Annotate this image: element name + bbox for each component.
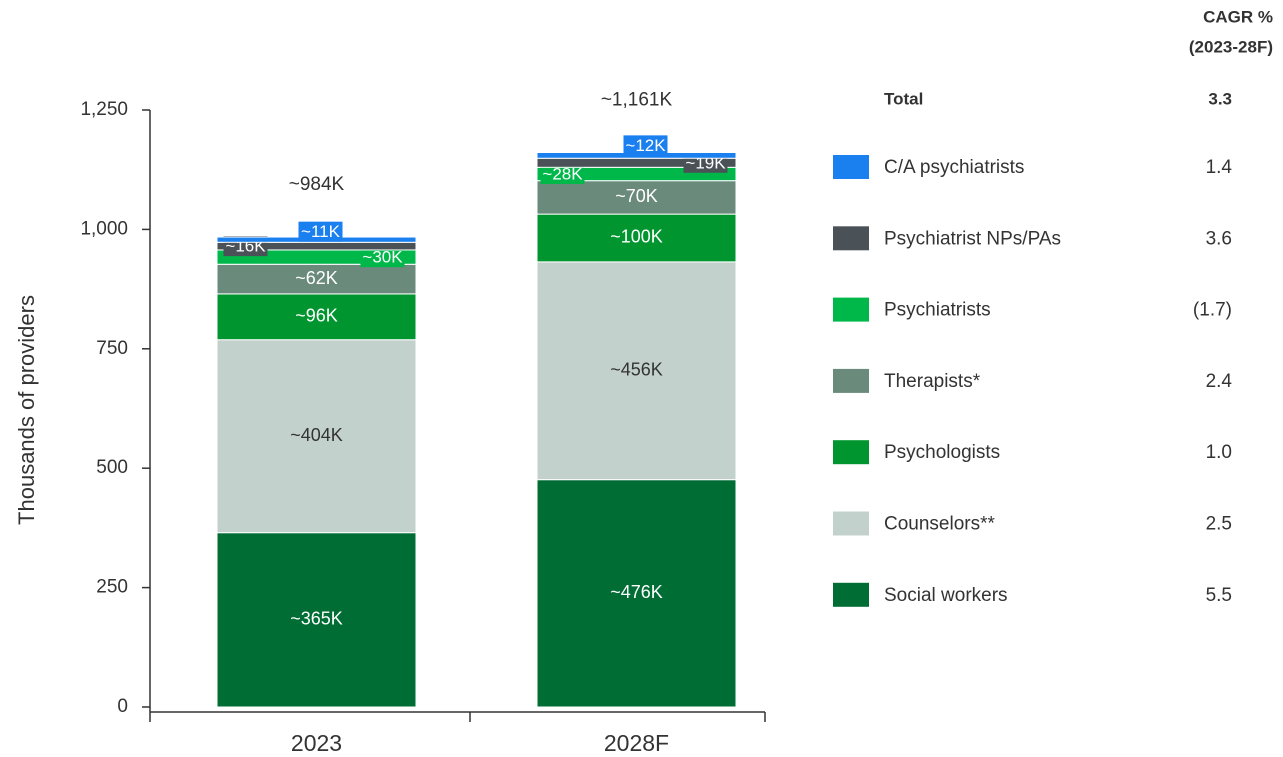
bar-segment	[536, 261, 737, 481]
legend-swatch	[833, 582, 869, 607]
value-label-box	[360, 247, 405, 268]
legend-cagr: 2.5	[1206, 514, 1232, 535]
y-tick-label: 0	[117, 696, 128, 717]
legend-label: Psychiatrist NPs/PAs	[884, 228, 1061, 249]
value-label: ~456K	[610, 360, 663, 380]
cagr-header: (2023-28F)	[1189, 37, 1273, 56]
value-label: ~70K	[615, 186, 658, 206]
legend-label: Social workers	[884, 585, 1008, 606]
legend-swatch	[833, 297, 869, 322]
y-tick-label: 1,250	[80, 99, 128, 120]
legend-total-cagr: 3.3	[1208, 89, 1232, 108]
x-tick-label: 2023	[291, 730, 342, 756]
legend-label: Counselors**	[884, 514, 995, 535]
bar-segment	[216, 263, 417, 295]
y-tick-label: 1,000	[80, 218, 128, 239]
value-label: ~96K	[295, 306, 338, 326]
bar-segment	[536, 180, 737, 215]
value-label: ~404K	[290, 425, 343, 445]
legend-label: Therapists*	[884, 371, 981, 392]
value-label: ~62K	[295, 268, 338, 288]
bar-segment	[216, 293, 417, 341]
y-tick-label: 750	[96, 338, 128, 359]
value-label: ~476K	[610, 582, 663, 602]
legend-cagr: 1.0	[1206, 442, 1232, 463]
value-label-box	[540, 163, 585, 184]
legend-label: Psychiatrists	[884, 300, 991, 321]
value-label: ~30K	[362, 248, 403, 267]
value-label: ~28K	[542, 164, 583, 183]
value-label-box	[623, 135, 668, 156]
legend-label: C/A psychiatrists	[884, 157, 1024, 178]
legend-total: Total	[884, 89, 923, 108]
value-label: ~100K	[610, 227, 663, 247]
legend-swatch	[833, 440, 869, 465]
legend-swatch	[833, 368, 869, 393]
legend-cagr: 1.4	[1206, 157, 1233, 178]
cagr-header: CAGR %	[1203, 7, 1273, 26]
y-axis-label: Thousands of providers	[14, 295, 39, 525]
value-label-box	[298, 221, 343, 242]
legend-cagr: (1.7)	[1193, 300, 1232, 321]
y-tick-label: 250	[96, 577, 128, 598]
legend-swatch	[833, 226, 869, 251]
bar-segment	[216, 339, 417, 534]
x-tick-label: 2028F	[604, 730, 669, 756]
bar-segment	[216, 532, 417, 708]
legend-cagr: 5.5	[1206, 585, 1232, 606]
bar-segment	[536, 213, 737, 263]
total-label: ~1,161K	[601, 90, 673, 111]
value-label: ~11K	[301, 222, 341, 241]
legend-label: Psychologists	[884, 442, 1000, 463]
value-label: ~12K	[625, 136, 666, 155]
value-label: ~365K	[290, 609, 343, 629]
legend-cagr: 3.6	[1206, 228, 1232, 249]
legend-cagr: 2.4	[1206, 371, 1233, 392]
y-tick-label: 500	[96, 457, 128, 478]
legend-swatch	[833, 511, 869, 536]
total-label: ~984K	[289, 174, 345, 195]
legend-swatch	[833, 155, 869, 179]
